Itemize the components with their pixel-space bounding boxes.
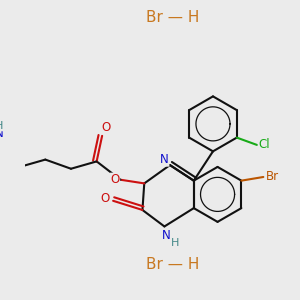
Text: Br — H: Br — H bbox=[146, 257, 199, 272]
Text: Cl: Cl bbox=[258, 138, 270, 152]
Text: N: N bbox=[0, 128, 4, 140]
Text: N: N bbox=[160, 153, 169, 166]
Text: H: H bbox=[0, 121, 4, 131]
Text: H: H bbox=[171, 238, 180, 248]
Text: Br — H: Br — H bbox=[146, 10, 199, 25]
Text: O: O bbox=[110, 173, 120, 186]
Text: O: O bbox=[101, 121, 110, 134]
Text: Br: Br bbox=[266, 170, 279, 184]
Text: O: O bbox=[100, 193, 110, 206]
Text: N: N bbox=[162, 229, 171, 242]
